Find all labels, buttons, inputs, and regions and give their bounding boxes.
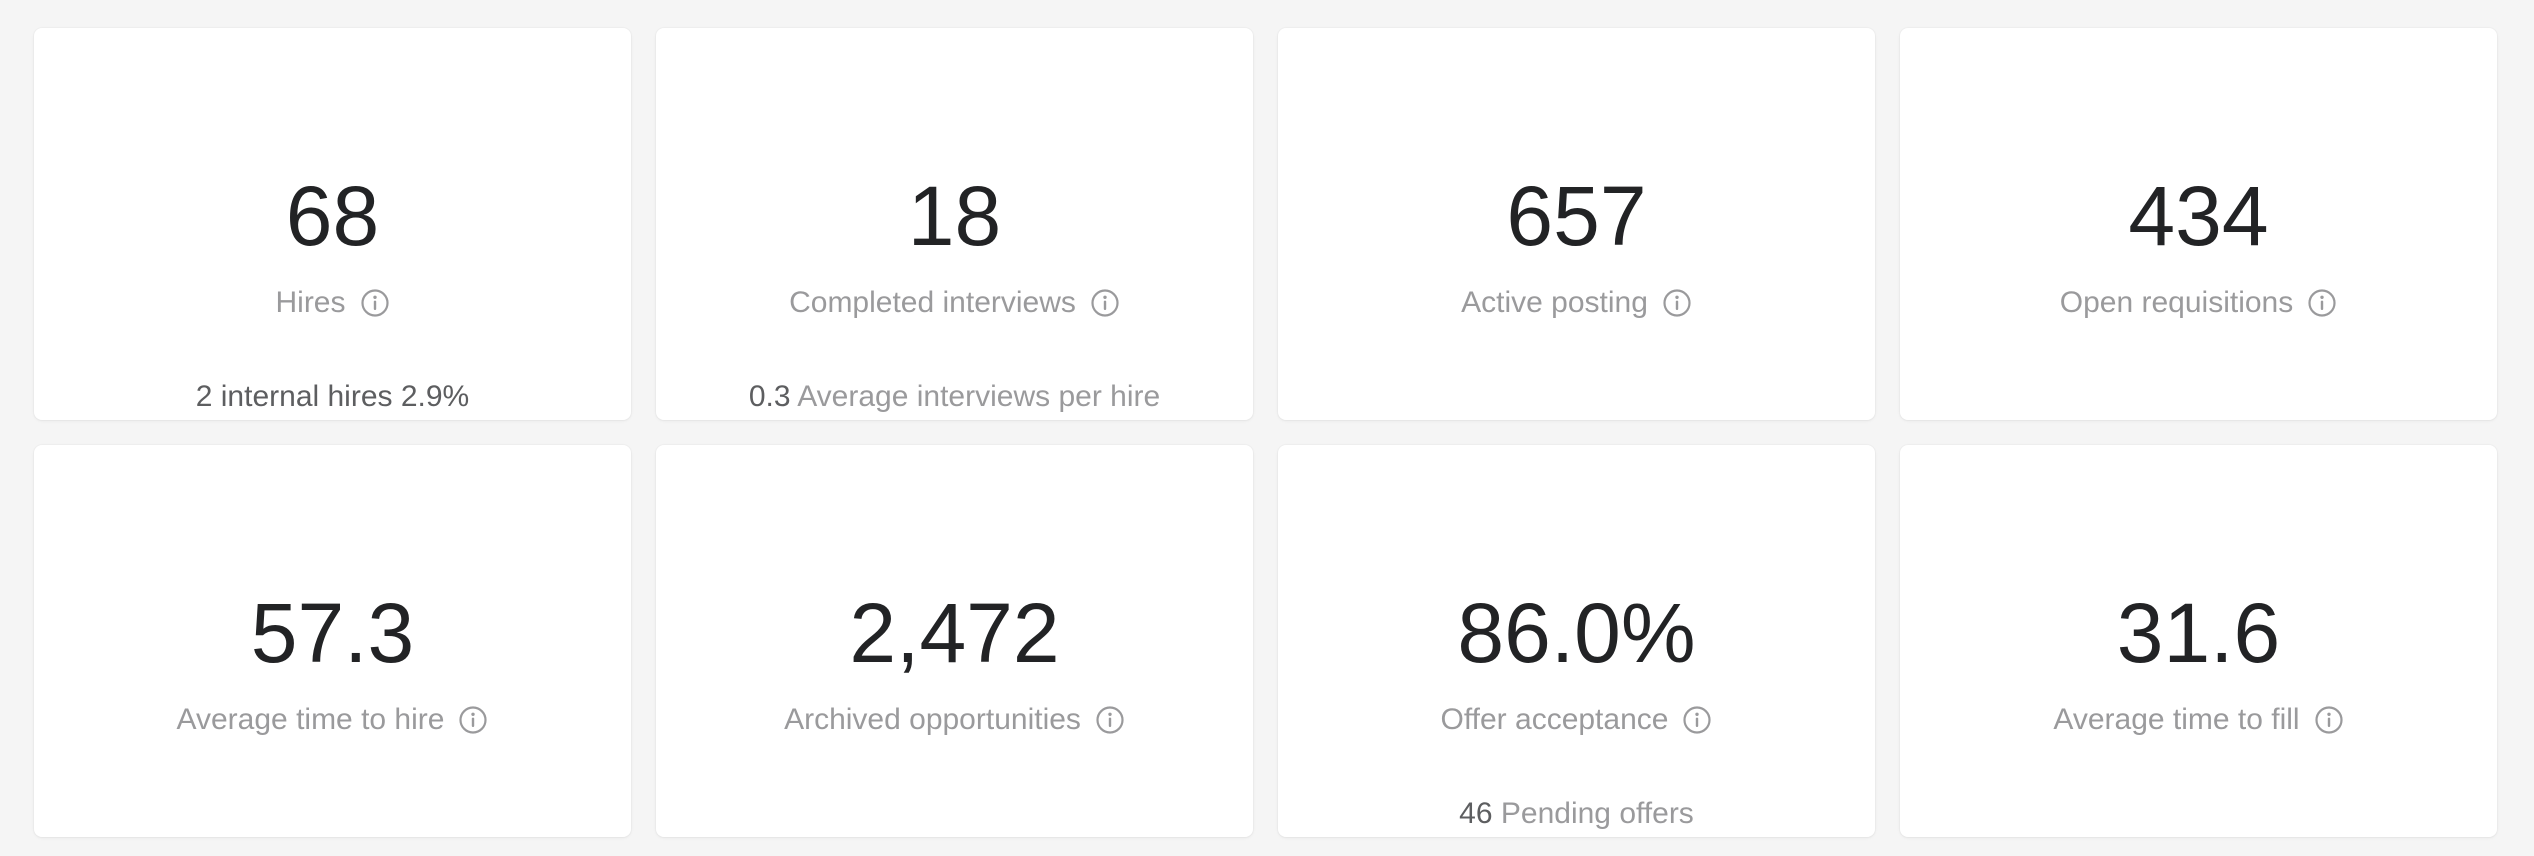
footer-value: 2 internal hires 2.9% <box>195 380 470 413</box>
footer-text: Average interviews per hire <box>797 380 1161 413</box>
metric-value: 31.6 <box>2116 586 2281 680</box>
metric-label-row: Archived opportunities <box>656 705 1253 735</box>
metric-label: Open requisitions <box>2059 286 2294 319</box>
info-icon[interactable] <box>360 288 390 318</box>
footer-text: Pending offers <box>1500 797 1694 830</box>
metric-value: 57.3 <box>250 586 415 680</box>
metric-value: 68 <box>285 169 380 263</box>
metric-label: Hires <box>275 286 346 319</box>
metric-value: 434 <box>2128 169 2269 263</box>
metric-value: 657 <box>1506 169 1647 263</box>
metric-card-archived-opportunities: 2,472 Archived opportunities <box>656 445 1253 837</box>
info-icon[interactable] <box>2314 705 2344 735</box>
metrics-grid: 68 Hires 2 internal hires 2.9% 18 Comple… <box>34 28 2497 837</box>
metric-label: Completed interviews <box>789 286 1076 319</box>
metric-label: Offer acceptance <box>1440 703 1669 736</box>
metric-card-completed-interviews: 18 Completed interviews 0.3 Average inte… <box>656 28 1253 420</box>
metric-label: Average time to hire <box>176 703 445 736</box>
metric-value: 86.0% <box>1457 586 1696 680</box>
metric-card-open-requisitions: 434 Open requisitions <box>1900 28 2497 420</box>
metric-footer: 2 internal hires 2.9% <box>34 382 631 412</box>
footer-value: 0.3 <box>748 380 791 413</box>
footer-value: 46 <box>1459 797 1493 830</box>
metric-card-average-time-to-hire: 57.3 Average time to hire <box>34 445 631 837</box>
info-icon[interactable] <box>1662 288 1692 318</box>
metric-value: 18 <box>907 169 1002 263</box>
metric-label-row: Average time to hire <box>34 705 631 735</box>
metric-label: Active posting <box>1461 286 1648 319</box>
info-icon[interactable] <box>2307 288 2337 318</box>
metric-label-row: Active posting <box>1278 288 1875 318</box>
metric-label-row: Completed interviews <box>656 288 1253 318</box>
metric-card-offer-acceptance: 86.0% Offer acceptance 46 Pending offers <box>1278 445 1875 837</box>
info-icon[interactable] <box>1090 288 1120 318</box>
metric-footer: 0.3 Average interviews per hire <box>656 382 1253 412</box>
info-icon[interactable] <box>458 705 488 735</box>
metric-card-active-posting: 657 Active posting <box>1278 28 1875 420</box>
metric-value: 2,472 <box>849 586 1060 680</box>
metric-label-row: Open requisitions <box>1900 288 2497 318</box>
metric-label-row: Offer acceptance <box>1278 705 1875 735</box>
metric-label-row: Hires <box>34 288 631 318</box>
metric-card-average-time-to-fill: 31.6 Average time to fill <box>1900 445 2497 837</box>
metric-label-row: Average time to fill <box>1900 705 2497 735</box>
metric-footer: 46 Pending offers <box>1278 799 1875 829</box>
metric-card-hires: 68 Hires 2 internal hires 2.9% <box>34 28 631 420</box>
metric-label: Archived opportunities <box>784 703 1081 736</box>
metric-label: Average time to fill <box>2053 703 2300 736</box>
info-icon[interactable] <box>1095 705 1125 735</box>
info-icon[interactable] <box>1682 705 1712 735</box>
